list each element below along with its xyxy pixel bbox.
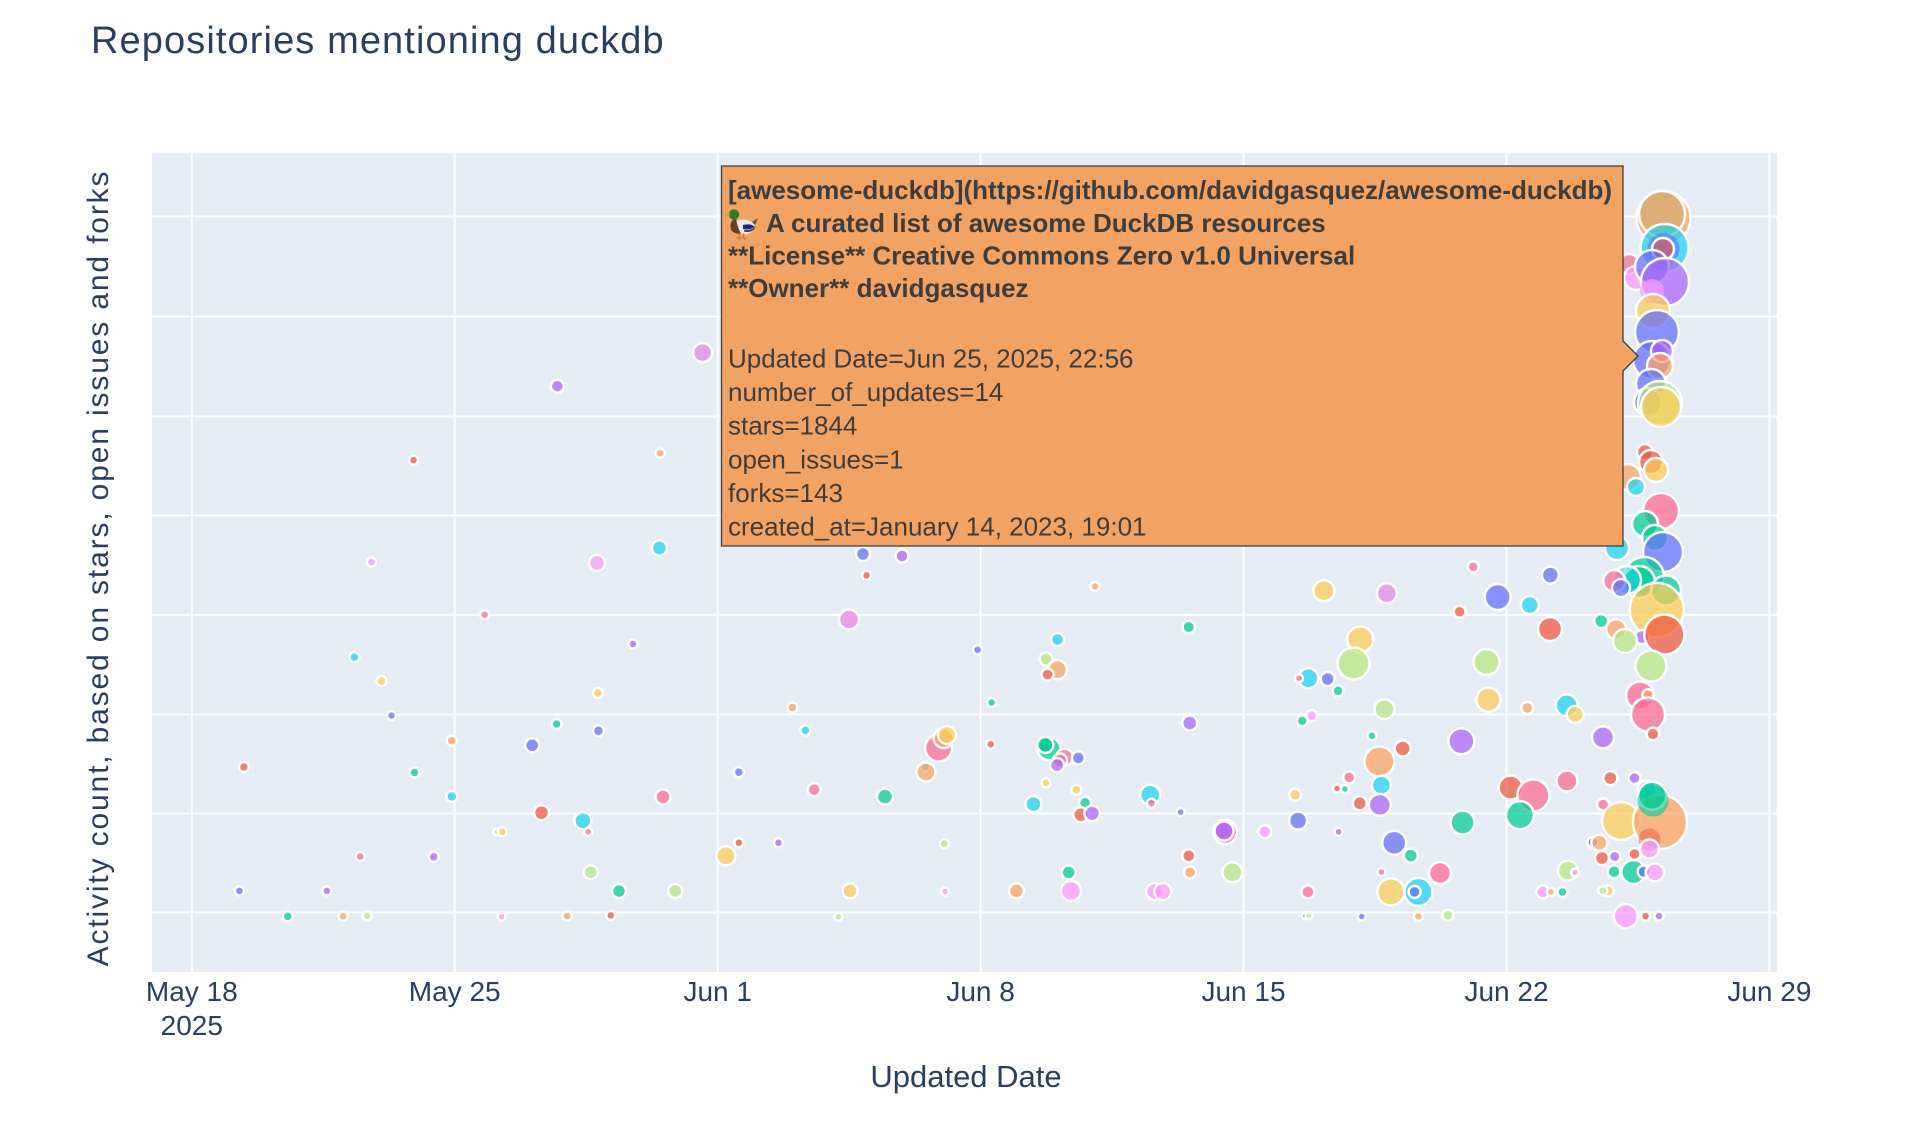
svg-text:forks=143: forks=143 [728, 478, 843, 508]
svg-text:May 18: May 18 [146, 976, 238, 1007]
svg-text:number_of_updates=14: number_of_updates=14 [728, 377, 1003, 407]
svg-text:Jun 29: Jun 29 [1727, 976, 1811, 1007]
svg-text:Activity count, based on stars: Activity count, based on stars, open iss… [82, 170, 115, 967]
svg-text:Jun 22: Jun 22 [1464, 976, 1548, 1007]
svg-text:**Owner** davidgasquez: **Owner** davidgasquez [728, 273, 1029, 303]
svg-text:Jun 8: Jun 8 [946, 976, 1015, 1007]
svg-text:Jun 1: Jun 1 [683, 976, 752, 1007]
svg-text:**License** Creative Commons Z: **License** Creative Commons Zero v1.0 U… [728, 241, 1355, 271]
svg-text:Jun 15: Jun 15 [1201, 976, 1285, 1007]
svg-text:created_at=January 14, 2023, 1: created_at=January 14, 2023, 19:01 [728, 512, 1147, 542]
svg-text:Updated Date: Updated Date [870, 1059, 1061, 1094]
svg-text:May 25: May 25 [409, 976, 501, 1007]
svg-text:Repositories mentioning duckdb: Repositories mentioning duckdb [91, 20, 665, 62]
svg-text:2025: 2025 [161, 1010, 223, 1041]
svg-text:A curated list of awesome Duck: A curated list of awesome DuckDB resourc… [766, 208, 1326, 238]
svg-text:Updated Date=Jun 25, 2025, 22:: Updated Date=Jun 25, 2025, 22:56 [728, 344, 1134, 374]
svg-text:[awesome-duckdb](https://githu: [awesome-duckdb](https://github.com/davi… [728, 175, 1612, 205]
svg-text:stars=1844: stars=1844 [728, 411, 857, 441]
svg-text:open_issues=1: open_issues=1 [728, 444, 904, 474]
